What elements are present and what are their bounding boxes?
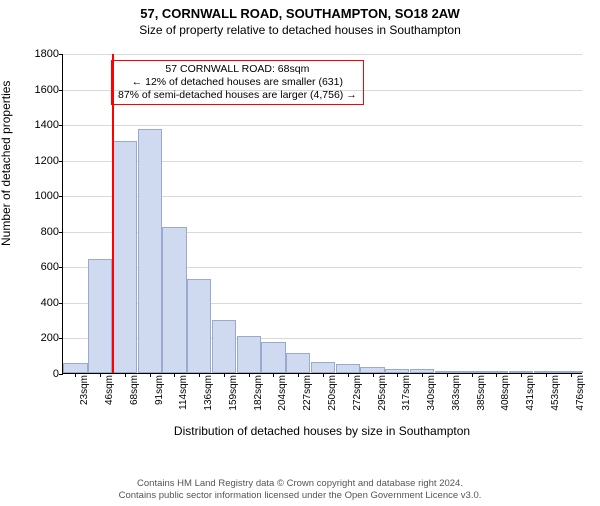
- footer-line-1: Contains HM Land Registry data © Crown c…: [0, 478, 600, 490]
- xtick-label: 476sqm: [571, 357, 586, 393]
- histogram-bar: [88, 259, 112, 373]
- xtick-label: 453sqm: [546, 357, 561, 393]
- x-axis-label: Distribution of detached houses by size …: [62, 424, 582, 438]
- xtick-label: 317sqm: [397, 357, 412, 393]
- xtick-label: 340sqm: [422, 357, 437, 393]
- footer-attribution: Contains HM Land Registry data © Crown c…: [0, 478, 600, 502]
- gridline-h: [63, 54, 582, 55]
- ytick-label: 400: [41, 297, 63, 309]
- ytick-label: 1200: [35, 155, 63, 167]
- xtick-label: 385sqm: [472, 357, 487, 393]
- page-title: 57, CORNWALL ROAD, SOUTHAMPTON, SO18 2AW: [0, 6, 600, 21]
- ytick-label: 600: [41, 261, 63, 273]
- xtick-label: 250sqm: [323, 357, 338, 393]
- page-subtitle: Size of property relative to detached ho…: [0, 23, 600, 37]
- ytick-label: 200: [41, 332, 63, 344]
- ytick-label: 1600: [35, 84, 63, 96]
- xtick-label: 431sqm: [521, 357, 536, 393]
- xtick-label: 363sqm: [447, 357, 462, 393]
- footer-line-2: Contains public sector information licen…: [0, 490, 600, 502]
- annotation-line: 87% of semi-detached houses are larger (…: [118, 89, 357, 102]
- y-axis-label: Number of detached properties: [0, 81, 13, 246]
- xtick-label: 295sqm: [373, 357, 388, 393]
- chart-container: Number of detached properties 0200400600…: [0, 46, 600, 446]
- annotation-line: ← 12% of detached houses are smaller (63…: [118, 76, 357, 89]
- gridline-h: [63, 125, 582, 126]
- ytick-label: 1000: [35, 190, 63, 202]
- ytick-label: 1800: [35, 48, 63, 60]
- ytick-label: 0: [53, 368, 63, 380]
- histogram-bar: [113, 141, 137, 373]
- annotation-box: 57 CORNWALL ROAD: 68sqm← 12% of detached…: [111, 60, 364, 105]
- ytick-label: 800: [41, 226, 63, 238]
- xtick-label: 408sqm: [496, 357, 511, 393]
- xtick-label: 272sqm: [348, 357, 363, 393]
- histogram-bar: [138, 129, 162, 373]
- chart-plot-area: 02004006008001000120014001600180023sqm46…: [62, 54, 582, 374]
- histogram-bar: [162, 227, 186, 373]
- annotation-line: 57 CORNWALL ROAD: 68sqm: [118, 63, 357, 76]
- ytick-label: 1400: [35, 119, 63, 131]
